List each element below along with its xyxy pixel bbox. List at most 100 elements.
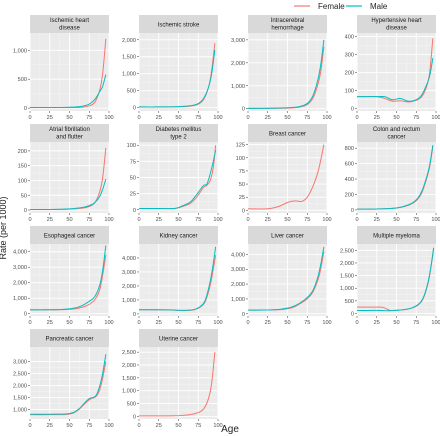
x-tick-label: 100 xyxy=(104,423,113,429)
facet-panel: Diabetes mellitus type 2 0 25 50 75 100 0 25 50 75… xyxy=(127,124,223,223)
y-tick-label: 100 xyxy=(345,88,354,94)
x-tick-label: 50 xyxy=(175,217,181,223)
x-tick-label: 75 xyxy=(86,115,92,121)
y-tick-label: 4,000 xyxy=(13,250,27,256)
x-tick-label: 75 xyxy=(304,320,310,326)
x-tick-label: 0 xyxy=(137,423,140,429)
x-axis-label: Age xyxy=(221,424,239,435)
y-tick-label: 200 xyxy=(345,70,354,76)
facet-title: Ischemic heart xyxy=(50,18,89,24)
x-tick-label: 75 xyxy=(304,217,310,223)
y-tick-label: 800 xyxy=(345,146,354,152)
x-tick-label: 50 xyxy=(284,115,290,121)
x-tick-label: 100 xyxy=(213,115,222,121)
y-tick-label: 3,000 xyxy=(13,265,27,271)
x-tick-label: 75 xyxy=(195,320,201,326)
x-tick-label: 25 xyxy=(374,217,380,223)
x-tick-label: 0 xyxy=(28,217,31,223)
facet-panel: Colon and rectum cancer 0 25 50 75 100 0 200 400 6… xyxy=(345,124,440,223)
y-tick-label: 2,000 xyxy=(231,282,245,288)
facet-title: Uterine cancer xyxy=(159,337,198,343)
facet-strip xyxy=(30,226,109,244)
y-tick-label: 500 xyxy=(345,299,354,305)
x-tick-label: 0 xyxy=(355,320,358,326)
x-tick-label: 0 xyxy=(246,320,249,326)
y-axis-label: Rate (per 1000) xyxy=(0,196,8,259)
y-tick-label: 125 xyxy=(236,143,245,149)
facet-title: Breast cancer xyxy=(269,132,306,138)
x-tick-label: 100 xyxy=(431,217,440,223)
facet-title: Esophageal cancer xyxy=(44,234,95,240)
series-line-male xyxy=(29,354,107,415)
x-tick-label: 50 xyxy=(284,217,290,223)
y-tick-label: 0 xyxy=(351,311,354,317)
facet-panel: Intracerebral hemorrhage 0 25 50 75 100 0 1,000 2… xyxy=(231,15,332,121)
facet-title: Hypertensive heart xyxy=(371,18,422,24)
y-tick-label: 3,000 xyxy=(13,359,27,365)
facet-panel: Pancreatic cancer 0 25 50 75 100 1,000 1,500 2,0… xyxy=(13,329,114,429)
y-tick-label: 100 xyxy=(236,156,245,162)
x-tick-label: 75 xyxy=(195,115,201,121)
y-tick-label: 25 xyxy=(130,192,136,198)
x-tick-label: 25 xyxy=(374,115,380,121)
series-line-male xyxy=(139,150,217,210)
x-tick-label: 75 xyxy=(86,320,92,326)
x-tick-label: 25 xyxy=(47,423,53,429)
series-line-male xyxy=(138,246,217,311)
y-tick-label: 4,000 xyxy=(122,256,136,262)
x-tick-label: 100 xyxy=(104,217,113,223)
x-tick-label: 50 xyxy=(393,115,399,121)
x-tick-label: 0 xyxy=(28,115,31,121)
y-tick-label: 1,500 xyxy=(13,395,27,401)
x-tick-label: 25 xyxy=(265,115,271,121)
y-tick-label: 4,000 xyxy=(231,252,245,258)
x-tick-label: 50 xyxy=(393,320,399,326)
x-tick-label: 100 xyxy=(431,320,440,326)
y-tick-label: 3,000 xyxy=(122,270,136,276)
facet-strip xyxy=(357,15,436,33)
x-tick-label: 75 xyxy=(86,217,92,223)
x-tick-label: 50 xyxy=(66,217,72,223)
x-tick-label: 50 xyxy=(284,320,290,326)
legend: Female Male xyxy=(294,2,388,11)
y-tick-label: 1,000 xyxy=(13,296,27,302)
x-tick-label: 0 xyxy=(28,320,31,326)
x-tick-label: 50 xyxy=(66,423,72,429)
facet-strip xyxy=(30,124,109,142)
y-tick-label: 0 xyxy=(133,208,136,214)
x-tick-label: 100 xyxy=(104,320,113,326)
y-tick-label: 100 xyxy=(127,143,136,149)
x-tick-label: 75 xyxy=(413,217,419,223)
y-tick-label: 0 xyxy=(24,312,27,318)
x-tick-label: 25 xyxy=(156,320,162,326)
x-tick-label: 0 xyxy=(355,115,358,121)
facet-panel: Atrial fibrillation and flutter 0 25 50 75 100… xyxy=(18,124,114,223)
facet-title: type 2 xyxy=(170,135,187,141)
facet-strip xyxy=(357,226,436,244)
facet-strip xyxy=(139,15,218,33)
facet-title: Pancreatic cancer xyxy=(45,337,93,343)
facet-title: Intracerebral xyxy=(271,18,305,24)
x-tick-label: 0 xyxy=(28,423,31,429)
y-tick-label: 0 xyxy=(242,208,245,214)
x-tick-label: 25 xyxy=(47,115,53,121)
x-tick-label: 100 xyxy=(431,115,440,121)
x-tick-label: 75 xyxy=(304,115,310,121)
x-tick-label: 100 xyxy=(213,217,222,223)
y-tick-label: 2,000 xyxy=(13,281,27,287)
facet-panel: Ischemic heart disease 0 25 50 75 100 0 500 1,000 xyxy=(13,15,114,121)
x-tick-label: 100 xyxy=(322,115,331,121)
y-tick-label: 2,000 xyxy=(122,363,136,369)
y-tick-label: 1,000 xyxy=(13,48,27,54)
y-tick-label: 0 xyxy=(24,106,27,112)
x-tick-label: 100 xyxy=(213,423,222,429)
facet-title: disease xyxy=(386,26,407,32)
y-tick-label: 0 xyxy=(242,107,245,113)
x-tick-label: 25 xyxy=(156,217,162,223)
y-tick-label: 3,000 xyxy=(231,38,245,44)
y-tick-label: 1,000 xyxy=(122,72,136,78)
facet-title: Kidney cancer xyxy=(159,234,197,240)
y-tick-label: 75 xyxy=(239,169,245,175)
y-tick-label: 50 xyxy=(239,182,245,188)
x-tick-label: 50 xyxy=(66,320,72,326)
